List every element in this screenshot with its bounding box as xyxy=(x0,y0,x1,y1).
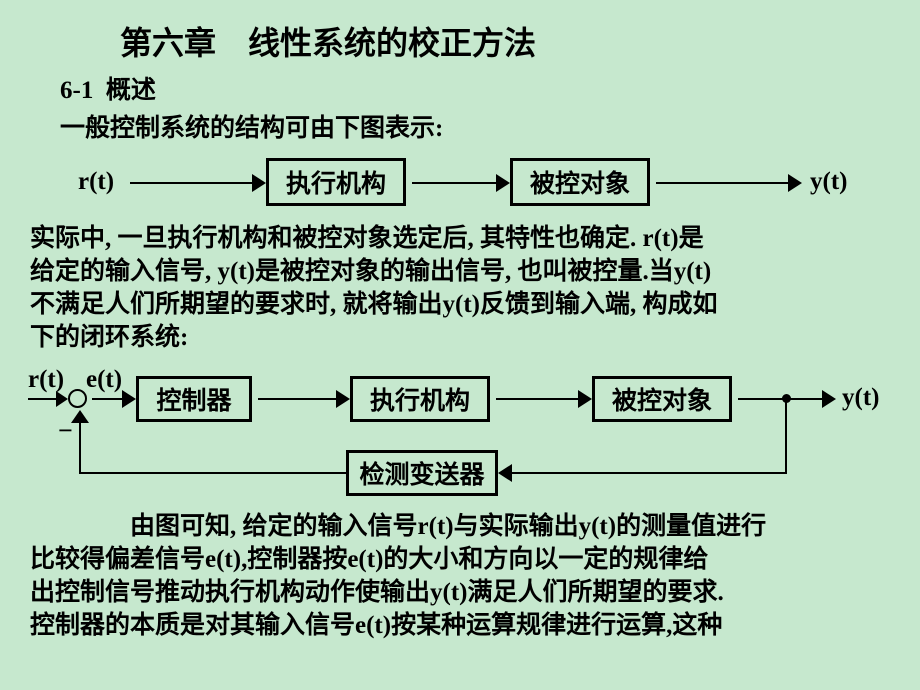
arrow-head-icon xyxy=(336,390,350,408)
paragraph-2: 由图可知, 给定的输入信号r(t)与实际输出y(t)的测量值进行 比较得偏差信号… xyxy=(30,510,890,642)
paragraph-1: 实际中, 一旦执行机构和被控对象选定后, 其特性也确定. r(t)是 给定的输入… xyxy=(30,222,890,354)
arrow-head-icon xyxy=(496,174,510,192)
controller-block: 控制器 xyxy=(136,376,252,422)
open-loop-diagram: r(t) 执行机构 被控对象 y(t) xyxy=(30,152,890,214)
text-line: 控制器的本质是对其输入信号e(t)按某种运算规律进行运算,这种 xyxy=(30,612,722,639)
feedback-line xyxy=(79,414,81,474)
slide-root: 第六章 线性系统的校正方法 6-1 概述 一般控制系统的结构可由下图表示: r(… xyxy=(0,0,920,642)
arrow-head-icon xyxy=(498,464,512,482)
text-line: 下的闭环系统: xyxy=(30,324,188,351)
error-label-et: e(t) xyxy=(86,366,122,394)
output-label-yt: y(t) xyxy=(810,168,847,196)
arrow-line xyxy=(130,182,260,184)
feedback-line xyxy=(79,472,346,474)
input-label-rt: r(t) xyxy=(28,366,64,394)
plant-block: 被控对象 xyxy=(592,376,732,422)
closed-loop-diagram: r(t) e(t) − 控制器 执行机构 被控对象 y(t) 检测变送器 xyxy=(30,362,890,502)
intro-line: 一般控制系统的结构可由下图表示: xyxy=(60,108,890,144)
text-line: 给定的输入信号, y(t)是被控对象的输出信号, 也叫被控量.当y(t) xyxy=(30,258,711,285)
arrow-head-icon xyxy=(788,174,802,192)
arrow-head-icon xyxy=(122,390,136,408)
arrow-line xyxy=(258,398,344,400)
actuator-block: 执行机构 xyxy=(266,158,406,206)
arrow-head-icon xyxy=(56,391,68,407)
actuator-block: 执行机构 xyxy=(350,376,490,422)
feedback-line xyxy=(510,472,787,474)
text-line: 实际中, 一旦执行机构和被控对象选定后, 其特性也确定. r(t)是 xyxy=(30,225,704,252)
text-line: 不满足人们所期望的要求时, 就将输出y(t)反馈到输入端, 构成如 xyxy=(30,291,717,318)
arrow-head-icon xyxy=(578,390,592,408)
arrow-line xyxy=(656,182,796,184)
chapter-title: 第六章 线性系统的校正方法 xyxy=(120,18,890,64)
arrow-head-icon xyxy=(252,174,266,192)
arrow-line xyxy=(496,398,586,400)
text-span: 由图可知, 给定的输入信号r(t)与实际输出y(t)的测量值进行 xyxy=(130,513,766,540)
sensor-block: 检测变送器 xyxy=(346,450,498,496)
arrow-head-icon xyxy=(822,390,836,408)
section-number: 6-1 概述 xyxy=(60,70,890,106)
arrow-head-icon xyxy=(71,410,89,423)
text-line: 由图可知, 给定的输入信号r(t)与实际输出y(t)的测量值进行 xyxy=(30,510,766,543)
text-line: 出控制信号推动执行机构动作使输出y(t)满足人们所期望的要求. xyxy=(30,579,724,606)
plant-block: 被控对象 xyxy=(510,158,650,206)
arrow-line xyxy=(412,182,504,184)
feedback-line xyxy=(785,400,787,472)
summing-junction-icon xyxy=(68,389,87,408)
input-label-rt: r(t) xyxy=(78,168,114,196)
text-line: 比较得偏差信号e(t),控制器按e(t)的大小和方向以一定的规律给 xyxy=(30,546,708,573)
output-label-yt: y(t) xyxy=(842,384,879,412)
